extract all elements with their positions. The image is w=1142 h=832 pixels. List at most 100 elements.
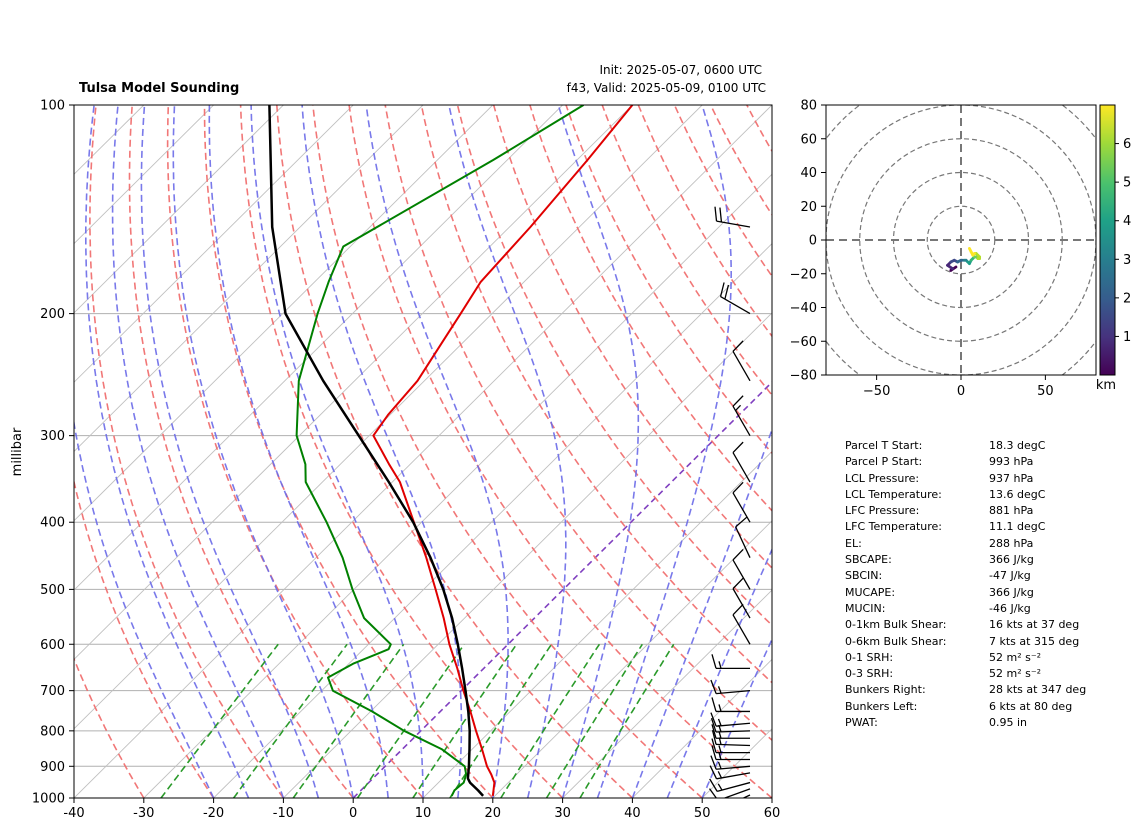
dry-adiabat — [166, 105, 424, 798]
parameter-label: LFC Pressure: — [845, 504, 920, 518]
wind-barb — [719, 282, 751, 315]
dewpoint-profile — [295, 105, 585, 797]
colorbar-tick-label: 5 — [1123, 176, 1131, 191]
wind-barb-flag — [710, 755, 717, 770]
parameter-row: PWAT: 0.95 in — [845, 715, 1105, 731]
moist-adiabat — [208, 105, 389, 798]
wind-barb-half-flag — [717, 686, 722, 694]
hodograph-y-tick-label: −60 — [790, 335, 817, 350]
parameter-label: Bunkers Left: — [845, 699, 918, 713]
wind-barb — [732, 340, 751, 382]
hodograph-y-tick-label: −80 — [790, 369, 817, 384]
parameter-row: 0-3 SRH: 52 m² s⁻² — [845, 666, 1105, 682]
wind-barb-half-flag — [718, 704, 722, 712]
wind-barb — [710, 755, 751, 770]
colorbar-tick-label: 4 — [1123, 214, 1131, 229]
moist-adiabat — [596, 105, 733, 798]
chart-title: Tulsa Model Sounding — [79, 81, 239, 96]
y-tick-label: 200 — [40, 307, 65, 322]
parameter-label: Parcel P Start: — [845, 455, 923, 469]
parameter-value: 881 hPa — [989, 504, 1034, 518]
parameter-label: 0-3 SRH: — [845, 667, 894, 681]
parameter-row: Parcel T Start: 18.3 degC — [845, 438, 1105, 454]
wind-barb-staff — [720, 296, 751, 315]
parameter-label: SBCIN: — [845, 569, 883, 583]
hodograph-y-tick-label: 60 — [800, 132, 817, 147]
parameter-value: 993 hPa — [989, 455, 1034, 469]
parameter-label: MUCAPE: — [845, 585, 896, 599]
wind-barb-staff — [722, 788, 751, 798]
wind-barb — [710, 679, 751, 695]
moist-adiabat — [631, 427, 772, 798]
wind-barb-flag — [711, 738, 717, 753]
parameter-label: Bunkers Right: — [845, 683, 926, 697]
colorbar-gradient — [1099, 104, 1116, 376]
parameter-value: -46 J/kg — [989, 601, 1031, 615]
parameter-label: EL: — [845, 536, 862, 550]
parameter-row: Bunkers Right: 28 kts at 347 deg — [845, 682, 1105, 698]
wind-barb-staff — [716, 781, 751, 792]
x-tick-label: 30 — [554, 806, 571, 821]
wind-barb — [735, 516, 751, 558]
mixing-ratio-line — [160, 643, 279, 798]
wind-barb-half-flag — [718, 745, 722, 753]
y-tick-label: 400 — [40, 516, 65, 531]
parameter-value: 7 kts at 315 deg — [989, 634, 1080, 648]
wind-barb-half-flag — [718, 752, 722, 760]
y-tick-label: 500 — [40, 583, 65, 598]
parameter-value: 0.95 in — [989, 716, 1028, 730]
hodograph-y-tick-label: 0 — [809, 234, 817, 249]
wind-barb-staff — [716, 722, 751, 727]
hodograph-x-tick-label: 0 — [957, 384, 965, 399]
parameter-value: 11.1 degC — [989, 520, 1046, 534]
hodograph-y-tick-label: 80 — [800, 99, 817, 114]
wind-barb-flag — [732, 481, 744, 494]
parameter-value: 937 hPa — [989, 471, 1034, 485]
wind-barb-flag — [714, 206, 718, 222]
parameter-label: SBCAPE: — [845, 553, 892, 567]
wind-barb-flag — [711, 724, 717, 739]
dry-adiabat — [89, 105, 285, 798]
isotherm-line — [283, 312, 772, 798]
mixing-ratio-line — [232, 643, 348, 798]
moist-adiabat — [172, 105, 354, 798]
wind-barb-flag — [732, 441, 744, 454]
wind-barb-flag — [732, 549, 744, 561]
wind-barb — [711, 738, 750, 754]
parameter-row: MUCIN: -46 J/kg — [845, 601, 1105, 617]
parameter-row: SBCAPE: 366 J/kg — [845, 552, 1105, 568]
wind-barb-staff — [732, 614, 751, 645]
isotherm-line — [74, 105, 633, 661]
wind-barb-staff — [716, 690, 751, 695]
x-tick-label: -30 — [133, 806, 154, 821]
isotherm-line — [422, 450, 772, 798]
wind-barb-flag — [708, 788, 718, 798]
y-tick-label: 600 — [40, 638, 65, 653]
y-axis-label: millibar — [10, 427, 25, 476]
isotherm-line — [492, 520, 772, 798]
dry-adiabat — [348, 105, 772, 798]
parameter-row: LFC Pressure: 881 hPa — [845, 503, 1105, 519]
wind-barb — [732, 481, 751, 523]
colorbar-tick-label: 2 — [1123, 291, 1131, 306]
wind-barb — [709, 765, 751, 780]
wind-barb — [708, 788, 751, 798]
wind-barb-flag — [711, 745, 717, 760]
parameter-value: 28 kts at 347 deg — [989, 683, 1087, 697]
mixing-ratio-line — [500, 643, 601, 798]
parameter-label: PWAT: — [845, 716, 878, 730]
mixing-ratio-line — [292, 643, 405, 798]
wind-barb-staff — [716, 220, 751, 228]
moist-adiabat — [448, 105, 567, 798]
x-tick-label: -10 — [273, 806, 294, 821]
parameter-label: LCL Pressure: — [845, 471, 920, 485]
x-tick-label: 0 — [349, 806, 357, 821]
wind-barb-flag — [732, 603, 744, 616]
parcel-profile — [268, 105, 485, 797]
dry-adiabat — [456, 105, 772, 627]
y-tick-label: 1000 — [32, 792, 65, 807]
wind-barb-flag — [732, 395, 744, 407]
isotherm-line — [74, 105, 284, 314]
colorbar-tick-label: 6 — [1123, 137, 1131, 152]
